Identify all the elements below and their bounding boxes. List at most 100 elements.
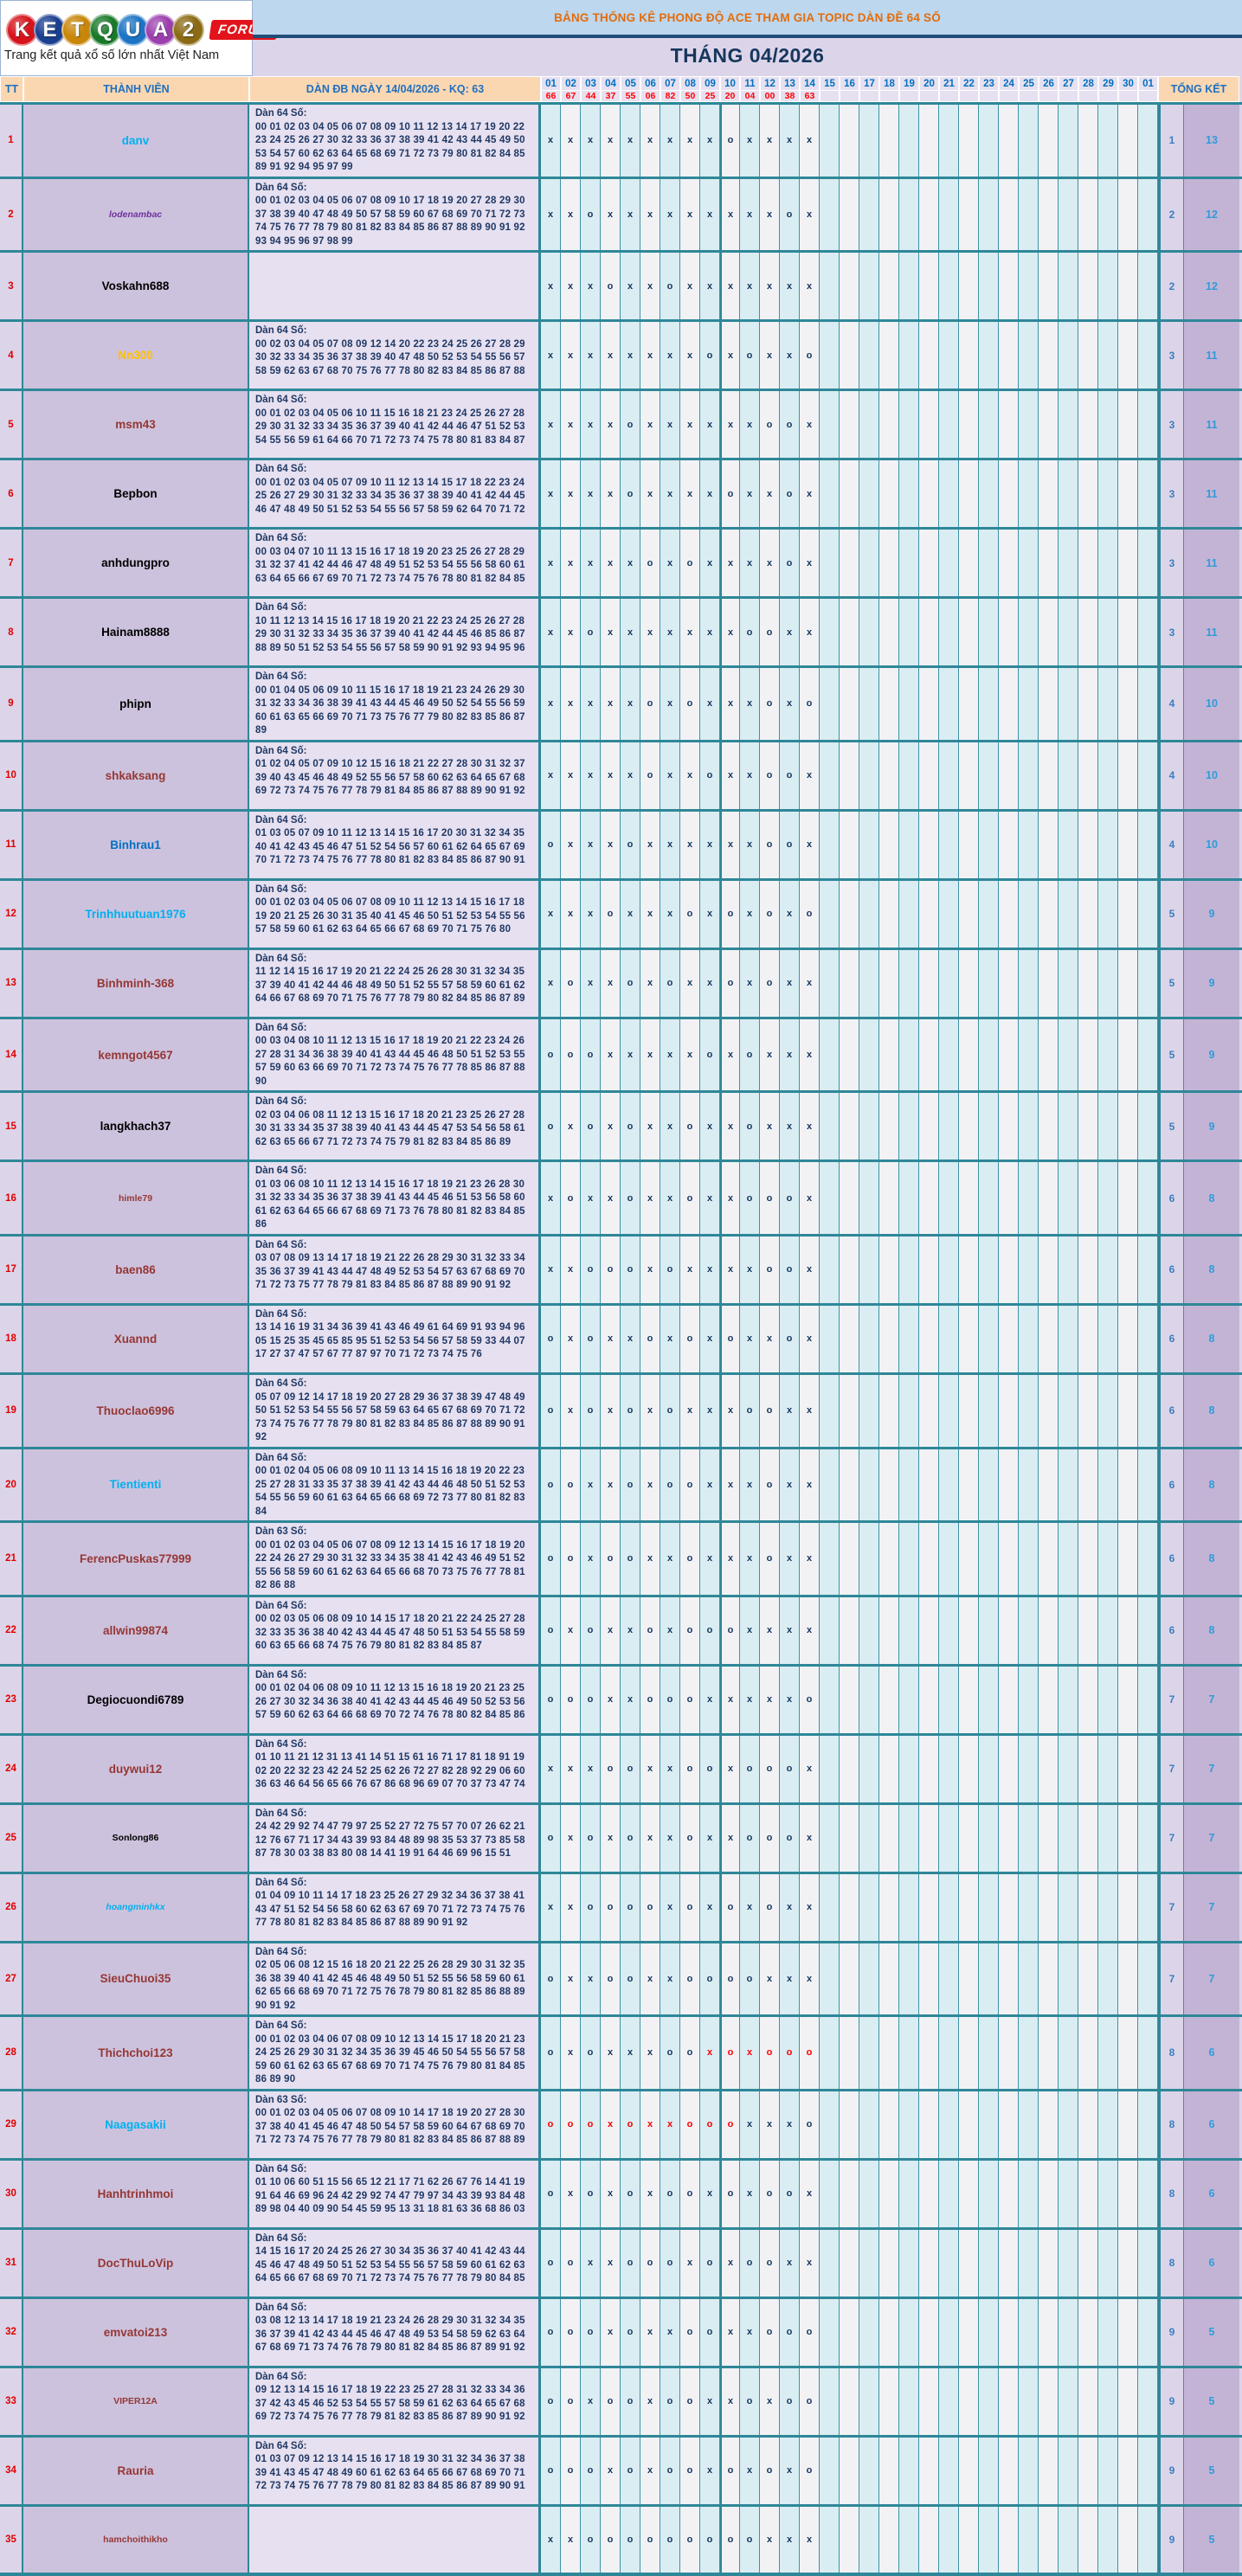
dan-cell: Dàn 64 Số: 05 07 09 12 14 17 18 19 20 27 … — [249, 1375, 541, 1447]
dan-cell: Dàn 64 Số: 14 15 16 17 20 24 25 26 27 30 … — [249, 2229, 541, 2297]
mark-cell: o — [640, 668, 660, 740]
member-name[interactable]: Voskahn688 — [101, 279, 170, 293]
table-row: 9 phipn Dàn 64 Số: 00 01 04 05 06 09 10 11 … — [0, 668, 1242, 742]
empty-day-cell — [1039, 1804, 1059, 1872]
empty-day-cell — [1138, 880, 1158, 948]
member-name[interactable]: Bepbon — [113, 487, 158, 501]
member-name[interactable]: shkaksang — [105, 768, 166, 782]
member-name[interactable]: VIPER12A — [113, 2396, 158, 2407]
empty-day-cell — [1118, 2017, 1138, 2089]
day-column-header: 21 — [939, 76, 959, 102]
empty-day-cell — [959, 1666, 979, 1733]
dan-numbers: 00 01 02 04 06 08 09 10 11 12 13 15 16 1… — [255, 1683, 525, 1721]
empty-day-cell — [1019, 2091, 1039, 2158]
empty-day-cell — [1118, 1305, 1138, 1373]
empty-day-cell — [999, 1943, 1019, 2015]
mark-cell: o — [760, 1162, 780, 1234]
member-name[interactable]: SieuChuoi35 — [100, 1972, 171, 1986]
empty-day-cell — [879, 2160, 899, 2227]
total-hit: 8 — [1184, 1236, 1239, 1303]
empty-day-cell — [859, 1943, 879, 2015]
mark-cell: x — [601, 105, 621, 177]
member-name[interactable]: Hainam8888 — [101, 626, 170, 639]
mark-cell: x — [680, 2229, 700, 2297]
member-name[interactable]: Sonlong86 — [112, 1833, 159, 1844]
empty-day-cell — [1138, 1596, 1158, 1664]
member-name[interactable]: Tientienti — [109, 1478, 162, 1492]
day-number: 05 — [621, 76, 640, 91]
member-name[interactable]: Nn300 — [118, 349, 153, 363]
mark-cell: o — [680, 1093, 700, 1160]
empty-day-cell — [859, 1666, 879, 1733]
day-column-header: 14 63 — [800, 76, 820, 102]
member-name[interactable]: himle79 — [118, 1192, 153, 1204]
member-name[interactable]: Trinhhuutuan1976 — [85, 907, 186, 921]
mark-cell: x — [660, 2091, 680, 2158]
table-row: 28 Thichchoi123 Dàn 64 Số: 00 01 02 03 04 0… — [0, 2017, 1242, 2091]
mark-cell: x — [660, 1735, 680, 1802]
mark-cell: x — [800, 1305, 820, 1373]
empty-day-cell — [939, 1305, 959, 1373]
mark-cell: o — [561, 2367, 581, 2435]
member-cell: shkaksang — [23, 742, 249, 809]
member-name[interactable]: lodenambac — [108, 209, 163, 220]
day-number: 11 — [740, 76, 760, 91]
member-name[interactable]: phipn — [119, 697, 151, 710]
member-name[interactable]: anhdungpro — [101, 556, 170, 570]
member-name[interactable]: Degiocuondi6789 — [87, 1693, 184, 1706]
member-name[interactable]: hamchoithikho — [103, 2534, 168, 2545]
member-name[interactable]: emvatoi213 — [103, 2325, 168, 2339]
member-name[interactable]: hoangminhkx — [106, 1902, 165, 1913]
mark-cell: x — [640, 1018, 660, 1091]
mark-cell: o — [621, 1375, 640, 1447]
mark-cell: x — [621, 2017, 640, 2089]
member-name[interactable]: duywui12 — [108, 1762, 163, 1776]
member-name[interactable]: Thichchoi123 — [98, 2046, 173, 2059]
member-name[interactable]: msm43 — [115, 418, 156, 432]
mark-cell: o — [680, 530, 700, 597]
empty-day-cell — [1118, 668, 1138, 740]
empty-day-cell — [999, 668, 1019, 740]
member-name[interactable]: Thuoclao6996 — [96, 1404, 175, 1417]
empty-day-cell — [1138, 322, 1158, 389]
empty-day-cell — [939, 1596, 959, 1664]
empty-day-cell — [1138, 391, 1158, 459]
member-name[interactable]: Hanhtrinhmoi — [97, 2187, 174, 2200]
empty-day-cell — [859, 668, 879, 740]
empty-day-cell — [840, 1093, 859, 1160]
total-hit: 9 — [1184, 1093, 1239, 1160]
mark-cell: x — [740, 2160, 760, 2227]
member-name[interactable]: FerencPuskas77999 — [79, 1551, 192, 1565]
mark-cell: o — [800, 2367, 820, 2435]
mark-cell: x — [700, 178, 720, 250]
member-name[interactable]: langkhach37 — [100, 1120, 171, 1134]
member-name[interactable]: danv — [121, 133, 150, 147]
empty-day-cell — [959, 668, 979, 740]
member-name[interactable]: Naagasakii — [105, 2117, 166, 2131]
day-column-header: 28 — [1078, 76, 1098, 102]
mark-cell: x — [601, 1666, 621, 1733]
member-cell: hamchoithikho — [23, 2506, 249, 2573]
mark-cell: x — [660, 1943, 680, 2015]
dan-label: Dàn 64 Số: — [255, 1877, 307, 1888]
member-name[interactable]: Xuannd — [113, 1332, 158, 1346]
day-result-value: 82 — [660, 91, 680, 102]
member-name[interactable]: kemngot4567 — [98, 1048, 173, 1062]
mark-cell: x — [660, 1873, 680, 1941]
member-name[interactable]: Rauria — [117, 2464, 154, 2477]
member-name[interactable]: Binhminh-368 — [96, 976, 175, 990]
empty-day-cell — [919, 880, 939, 948]
empty-day-cell — [1078, 1093, 1098, 1160]
mark-cell: x — [601, 1596, 621, 1664]
member-name[interactable]: DocThuLoVip — [97, 2256, 174, 2270]
member-name[interactable]: Binhrau1 — [110, 838, 161, 851]
mark-cell: x — [601, 178, 621, 250]
empty-day-cell — [979, 1873, 999, 1941]
empty-day-cell — [1059, 599, 1078, 666]
mark-cell: x — [581, 1523, 601, 1595]
mark-cell: x — [640, 599, 660, 666]
member-name[interactable]: baen86 — [115, 1262, 156, 1276]
mark-cell: o — [760, 2160, 780, 2227]
member-name[interactable]: allwin99874 — [102, 1623, 169, 1637]
